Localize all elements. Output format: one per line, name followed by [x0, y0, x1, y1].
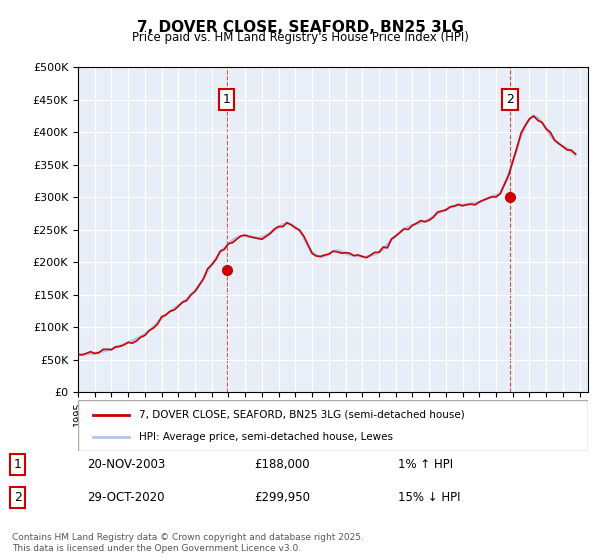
Text: 2: 2	[14, 491, 22, 504]
Text: 7, DOVER CLOSE, SEAFORD, BN25 3LG (semi-detached house): 7, DOVER CLOSE, SEAFORD, BN25 3LG (semi-…	[139, 409, 465, 419]
Text: 1% ↑ HPI: 1% ↑ HPI	[398, 458, 453, 471]
Text: 2: 2	[506, 93, 514, 106]
FancyBboxPatch shape	[78, 400, 588, 451]
Text: £188,000: £188,000	[254, 458, 310, 471]
Text: 1: 1	[14, 458, 22, 471]
Text: 20-NOV-2003: 20-NOV-2003	[87, 458, 165, 471]
Text: HPI: Average price, semi-detached house, Lewes: HPI: Average price, semi-detached house,…	[139, 432, 393, 442]
Text: 1: 1	[223, 93, 230, 106]
Text: Price paid vs. HM Land Registry's House Price Index (HPI): Price paid vs. HM Land Registry's House …	[131, 31, 469, 44]
Text: 29-OCT-2020: 29-OCT-2020	[87, 491, 164, 504]
Text: £299,950: £299,950	[254, 491, 310, 504]
Text: 7, DOVER CLOSE, SEAFORD, BN25 3LG: 7, DOVER CLOSE, SEAFORD, BN25 3LG	[137, 20, 463, 35]
Text: Contains HM Land Registry data © Crown copyright and database right 2025.
This d: Contains HM Land Registry data © Crown c…	[12, 533, 364, 553]
Text: 15% ↓ HPI: 15% ↓ HPI	[398, 491, 460, 504]
